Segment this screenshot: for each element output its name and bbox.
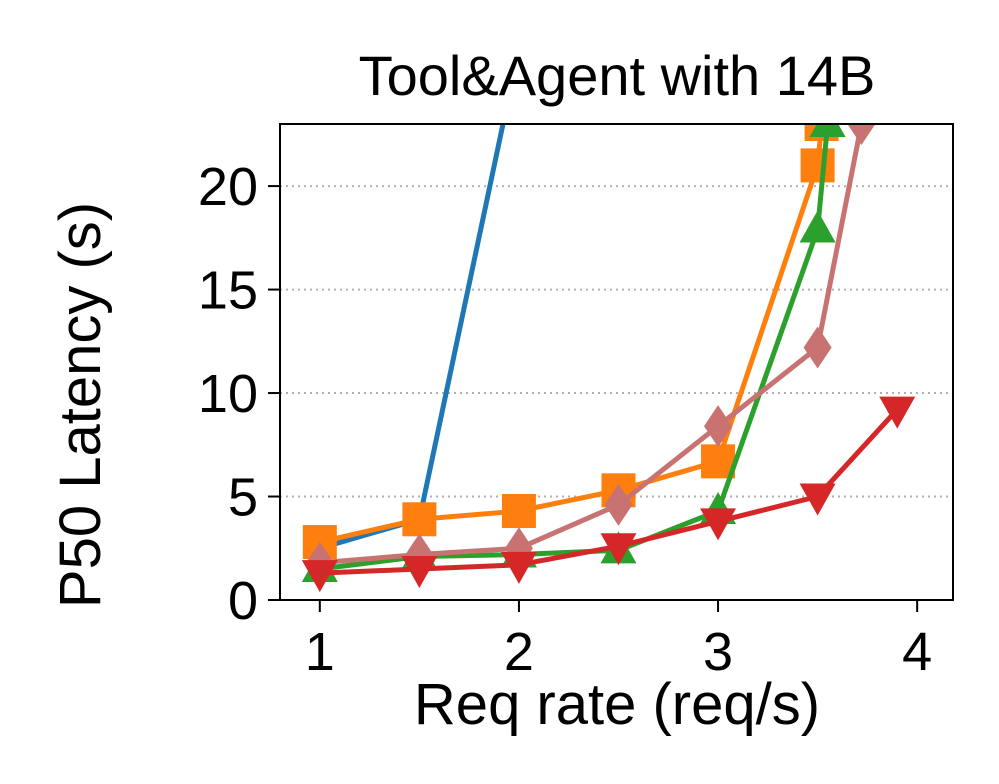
data-point-triangle-down xyxy=(401,555,438,588)
series-4 xyxy=(305,124,876,584)
grid-lines xyxy=(280,185,953,498)
data-point-diamond xyxy=(847,124,876,145)
data-point-diamond xyxy=(704,405,733,448)
y-tick-label: 15 xyxy=(198,261,258,321)
data-point-triangle-up xyxy=(799,210,836,243)
data-point-triangle-down xyxy=(879,396,916,429)
series-line xyxy=(319,124,506,551)
data-point-square xyxy=(800,148,835,183)
x-tick-label: 1 xyxy=(305,622,335,682)
series-2 xyxy=(302,124,839,560)
y-axis-ticks: 0 5 10 15 20 xyxy=(198,157,280,631)
y-axis-label: P50 Latency (s) xyxy=(48,202,113,608)
series-group xyxy=(301,124,916,593)
x-tick-label: 3 xyxy=(703,622,733,682)
y-tick-label: 0 xyxy=(228,571,258,631)
data-point-triangle-down xyxy=(700,508,737,541)
series-1 xyxy=(319,124,506,551)
x-axis-label: Req rate (req/s) xyxy=(414,672,820,737)
data-point-diamond xyxy=(803,326,832,369)
data-point-triangle-down xyxy=(500,551,537,584)
plot-frame xyxy=(279,123,954,601)
y-tick-label: 10 xyxy=(198,364,258,424)
data-point-triangle-down xyxy=(600,533,637,566)
x-tick-label: 4 xyxy=(902,622,932,682)
series-line xyxy=(319,124,831,572)
data-point-diamond xyxy=(604,483,633,526)
data-point-triangle-down xyxy=(799,483,836,516)
series-5 xyxy=(301,396,916,593)
data-point-square xyxy=(501,494,536,529)
data-point-triangle-down xyxy=(301,560,338,593)
y-tick-label: 20 xyxy=(198,157,258,217)
chart-title: Tool&Agent with 14B xyxy=(359,44,876,107)
data-point-square xyxy=(402,502,437,537)
x-tick-label: 2 xyxy=(504,622,534,682)
y-tick-label: 5 xyxy=(228,468,258,528)
x-axis-ticks: 1 2 3 4 xyxy=(305,600,932,682)
data-point-triangle-up xyxy=(809,124,846,137)
